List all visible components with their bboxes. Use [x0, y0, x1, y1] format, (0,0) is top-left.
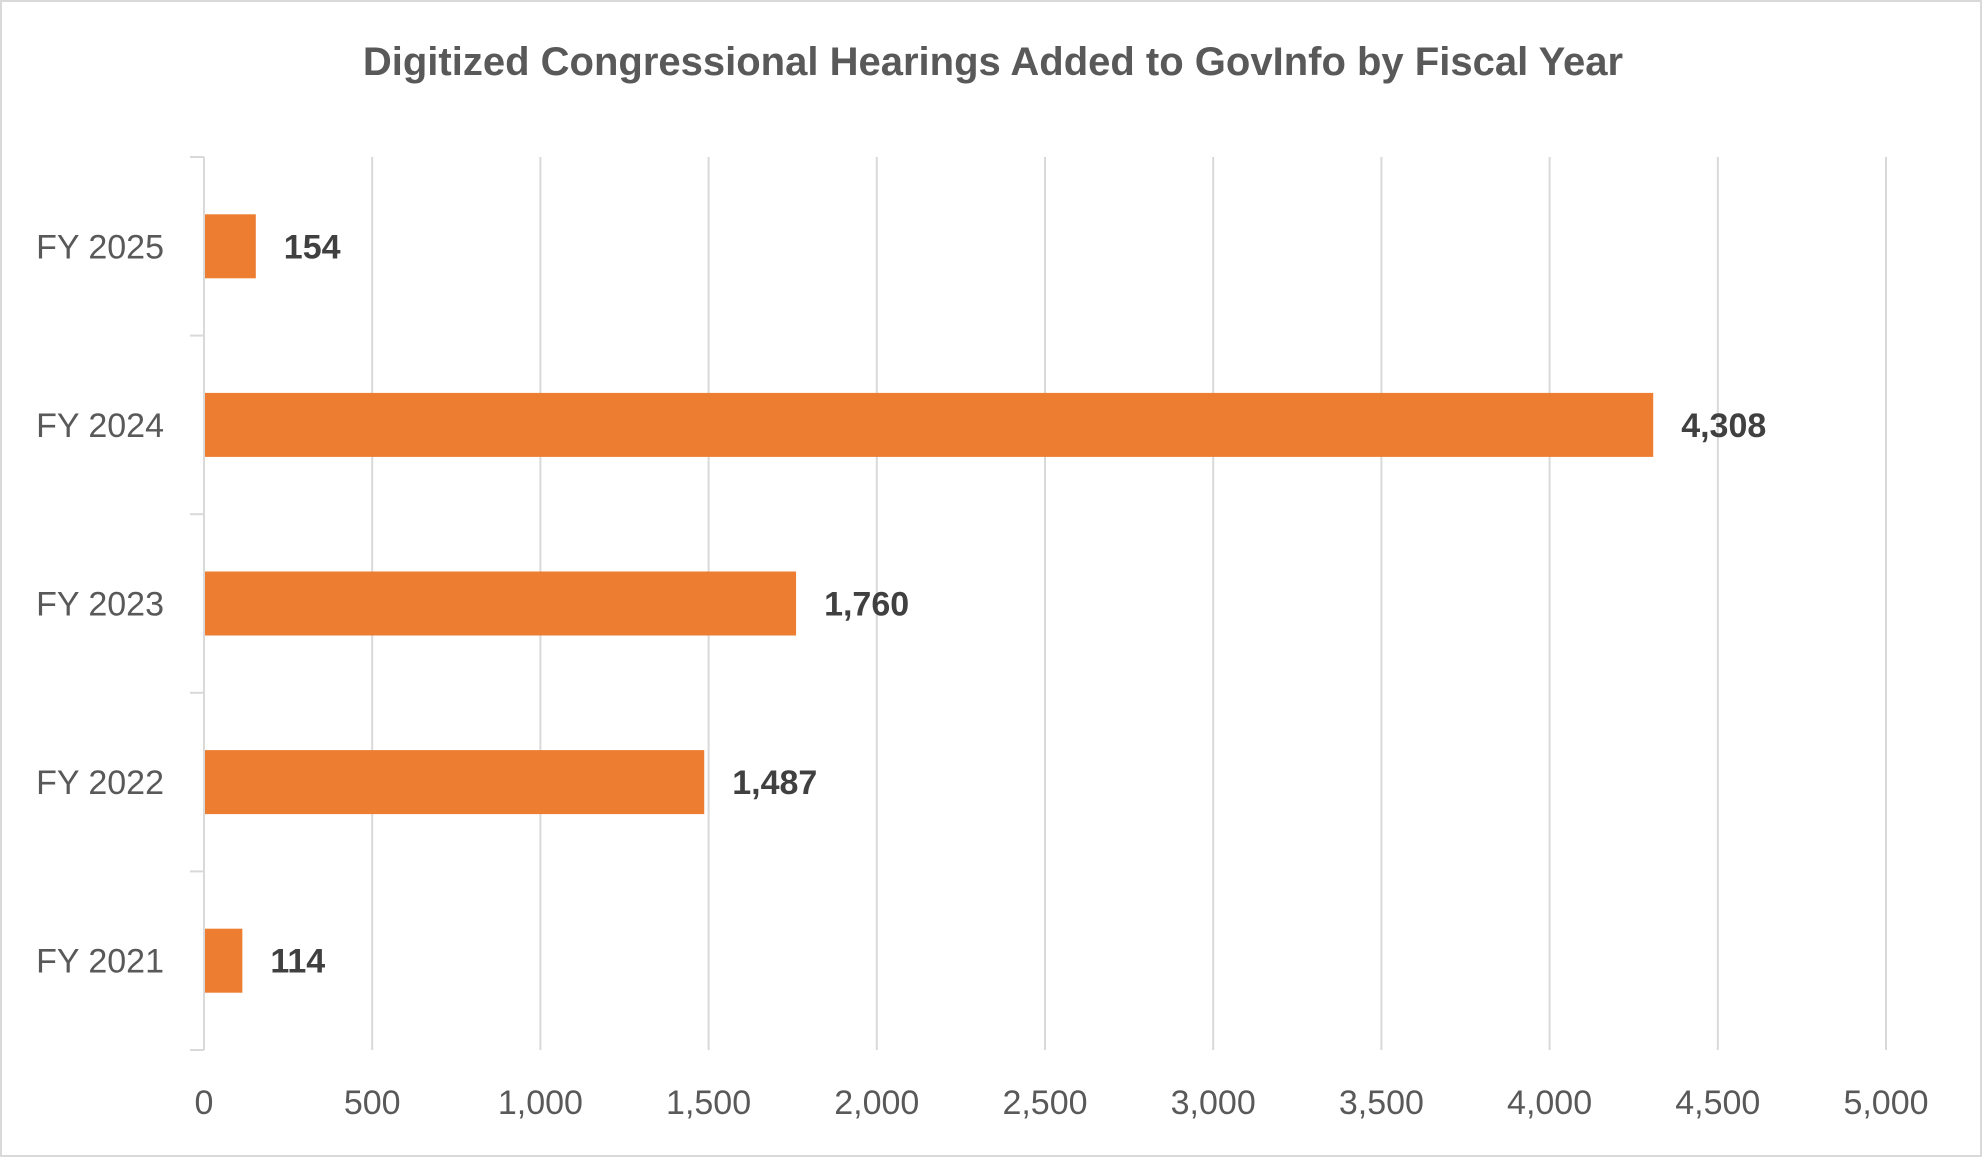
chart-title: Digitized Congressional Hearings Added t… — [362, 40, 1624, 84]
category-label: FY 2023 — [36, 586, 164, 624]
x-tick-label: 1,500 — [666, 1084, 751, 1122]
x-tick-label: 3,000 — [1171, 1084, 1256, 1122]
category-label: FY 2025 — [36, 228, 164, 266]
bar — [205, 928, 243, 993]
data-label: 4,308 — [1681, 407, 1766, 445]
x-tick-label: 2,000 — [834, 1084, 919, 1122]
bar — [205, 392, 1654, 457]
data-label: 154 — [284, 228, 341, 266]
x-tick-label: 4,500 — [1675, 1084, 1760, 1122]
data-label: 1,760 — [824, 586, 909, 624]
x-tick-label: 3,500 — [1339, 1084, 1424, 1122]
category-label: FY 2021 — [36, 943, 164, 981]
data-label: 1,487 — [732, 764, 817, 802]
bar — [205, 571, 797, 636]
x-tick-label: 1,000 — [498, 1084, 583, 1122]
bar — [205, 214, 256, 279]
x-tick-label: 0 — [195, 1084, 214, 1122]
data-label: 114 — [270, 943, 325, 981]
category-label: FY 2022 — [36, 764, 164, 802]
x-tick-label: 2,500 — [1002, 1084, 1087, 1122]
x-tick-label: 500 — [344, 1084, 401, 1122]
x-tick-label: 5,000 — [1843, 1084, 1928, 1122]
bar — [205, 750, 705, 815]
category-label: FY 2024 — [36, 407, 164, 445]
x-tick-label: 4,000 — [1507, 1084, 1592, 1122]
